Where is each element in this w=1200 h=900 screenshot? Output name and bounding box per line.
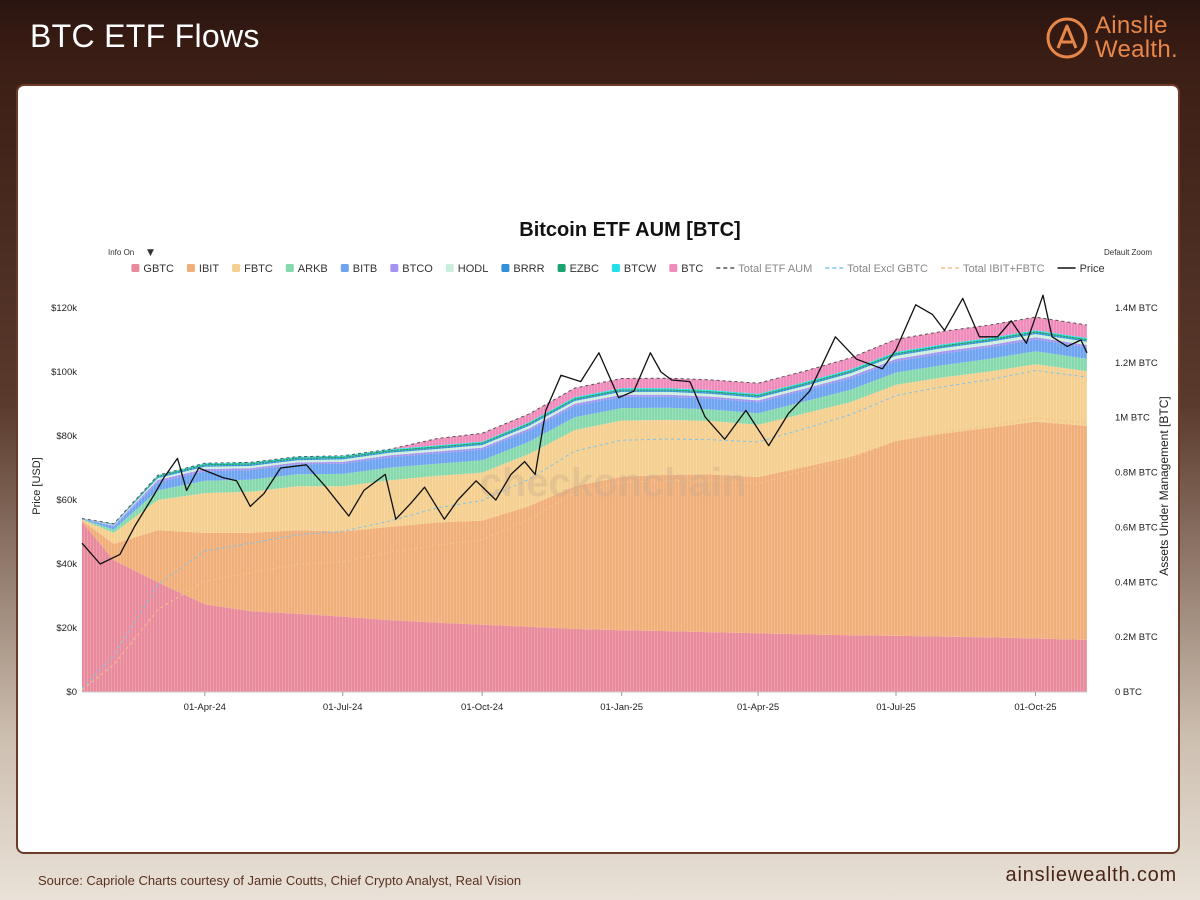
legend-item-btcw[interactable]: BTCW — [611, 263, 657, 275]
brand-line-2: Wealth. — [1094, 36, 1178, 63]
legend-item-ibit[interactable]: IBIT — [186, 263, 219, 275]
chart-title: Bitcoin ETF AUM [BTC] — [519, 219, 740, 241]
brand-line-1: Ainslie — [1094, 12, 1168, 39]
y-right-tick-label: 0.4M BTC — [1115, 577, 1158, 588]
legend-swatch — [390, 264, 399, 272]
total-etf-aum-line — [81, 316, 1088, 525]
legend-item-fbtc[interactable]: FBTC — [232, 263, 273, 275]
brand-logo: Ainslie Wealth. — [1045, 14, 1178, 62]
legend-label: BITB — [353, 263, 377, 275]
legend-swatch — [131, 264, 140, 272]
x-tick-label: 01-Oct-24 — [461, 702, 503, 713]
y-right-tick-label: 0.2M BTC — [1115, 632, 1158, 643]
legend-item-total-excl-gbtc[interactable]: Total Excl GBTC — [825, 263, 928, 275]
legend-swatch — [285, 264, 294, 272]
legend-item-btc[interactable]: BTC — [669, 263, 703, 275]
legend-swatch — [501, 264, 510, 272]
legend-label: BTCW — [624, 263, 657, 275]
legend-item-ezbc[interactable]: EZBC — [557, 263, 599, 275]
legend-item-gbtc[interactable]: GBTC — [131, 263, 174, 275]
legend-label: FBTC — [244, 263, 273, 275]
page-title: BTC ETF Flows — [30, 18, 260, 54]
x-tick-label: 01-Apr-24 — [184, 702, 226, 713]
y-left-tick-label: $60k — [56, 495, 77, 506]
y-left-tick-label: $20k — [56, 623, 77, 634]
legend-item-price[interactable]: Price — [1057, 263, 1105, 275]
y-right-tick-label: 1M BTC — [1115, 413, 1150, 424]
price-layer — [81, 294, 1088, 565]
default-zoom-button[interactable]: Default Zoom — [1104, 248, 1152, 257]
legend-swatch — [557, 264, 566, 272]
legend-swatch — [445, 264, 454, 272]
y-right-tick-label: 0 BTC — [1115, 687, 1142, 698]
price-line — [81, 294, 1088, 565]
legend-swatch — [669, 264, 678, 272]
y-right-tick-label: 1.2M BTC — [1115, 358, 1158, 369]
legend-swatch — [186, 264, 195, 272]
y-axis-left-label: Price [USD] — [31, 457, 43, 514]
legend-label: IBIT — [199, 263, 219, 275]
y-left-tick-label: $0 — [66, 687, 77, 698]
website-link[interactable]: ainsliewealth.com — [1005, 864, 1177, 886]
y-left-tick-label: $80k — [56, 431, 77, 442]
total-ibit-fbtc-line — [81, 417, 1088, 691]
total-excl-gbtc-line — [81, 369, 1088, 689]
legend-label: GBTC — [143, 263, 174, 275]
y-left-tick-label: $40k — [56, 559, 77, 570]
chart-axes: $0 $20k $40k $60k $80k $100k $120k 0 BTC 0.2M BT… — [51, 303, 1158, 713]
chart-legend: GBTC IBIT FBTC ARKB BITB BTCO HODL BRRR EZBC BTCW… — [131, 263, 1105, 275]
y-right-tick-label: 1.4M BTC — [1115, 303, 1158, 314]
x-tick-label: 01-Oct-25 — [1014, 702, 1056, 713]
legend-swatch — [232, 264, 241, 272]
x-tick-label: 01-Jul-24 — [323, 702, 363, 713]
info-toggle[interactable]: Info On — [108, 248, 134, 257]
etf-aum-chart: Bitcoin ETF AUM [BTC] Info On ▼ Default … — [31, 219, 1171, 713]
ainslie-logo-icon — [1046, 17, 1088, 59]
legend-label: BTCO — [402, 263, 433, 275]
legend-item-total-etf-aum[interactable]: Total ETF AUM — [716, 263, 812, 275]
info-caret-icon[interactable]: ▼ — [147, 248, 154, 258]
legend-label: Total Excl GBTC — [847, 263, 928, 275]
x-tick-label: 01-Jul-25 — [876, 702, 916, 713]
legend-item-total-ibit-fbtc[interactable]: Total IBIT+FBTC — [941, 263, 1045, 275]
y-right-tick-label: 0.6M BTC — [1115, 522, 1158, 533]
legend-label: Total ETF AUM — [738, 263, 812, 275]
legend-swatch — [611, 264, 620, 272]
x-tick-label: 01-Apr-25 — [737, 702, 779, 713]
legend-item-hodl[interactable]: HODL — [445, 263, 489, 275]
plot-areas — [81, 316, 1088, 692]
legend-label: ARKB — [298, 263, 328, 275]
area-texture — [82, 317, 1087, 692]
legend-label: BTC — [681, 263, 703, 275]
legend-swatch — [340, 264, 349, 272]
legend-item-btco[interactable]: BTCO — [390, 263, 433, 275]
legend-label: HODL — [458, 263, 489, 275]
y-left-tick-label: $120k — [51, 303, 77, 314]
chart-card: Bitcoin ETF AUM [BTC] Info On ▼ Default … — [16, 84, 1180, 854]
y-right-tick-label: 0.8M BTC — [1115, 468, 1158, 479]
legend-label: Price — [1080, 263, 1105, 275]
brand-name: Ainslie Wealth. — [1095, 14, 1178, 62]
source-note: Source: Capriole Charts courtesy of Jami… — [38, 873, 522, 888]
x-tick-label: 01-Jan-25 — [600, 702, 643, 713]
watermark: checkonchain — [480, 461, 747, 505]
legend-label: EZBC — [570, 263, 599, 275]
y-left-tick-label: $100k — [51, 367, 77, 378]
legend-item-brrr[interactable]: BRRR — [501, 263, 545, 275]
legend-label: Total IBIT+FBTC — [963, 263, 1045, 275]
legend-item-arkb[interactable]: ARKB — [285, 263, 328, 275]
legend-item-bitb[interactable]: BITB — [340, 263, 377, 275]
y-axis-right-label: Assets Under Management [BTC] — [1157, 396, 1171, 575]
legend-label: BRRR — [513, 263, 544, 275]
